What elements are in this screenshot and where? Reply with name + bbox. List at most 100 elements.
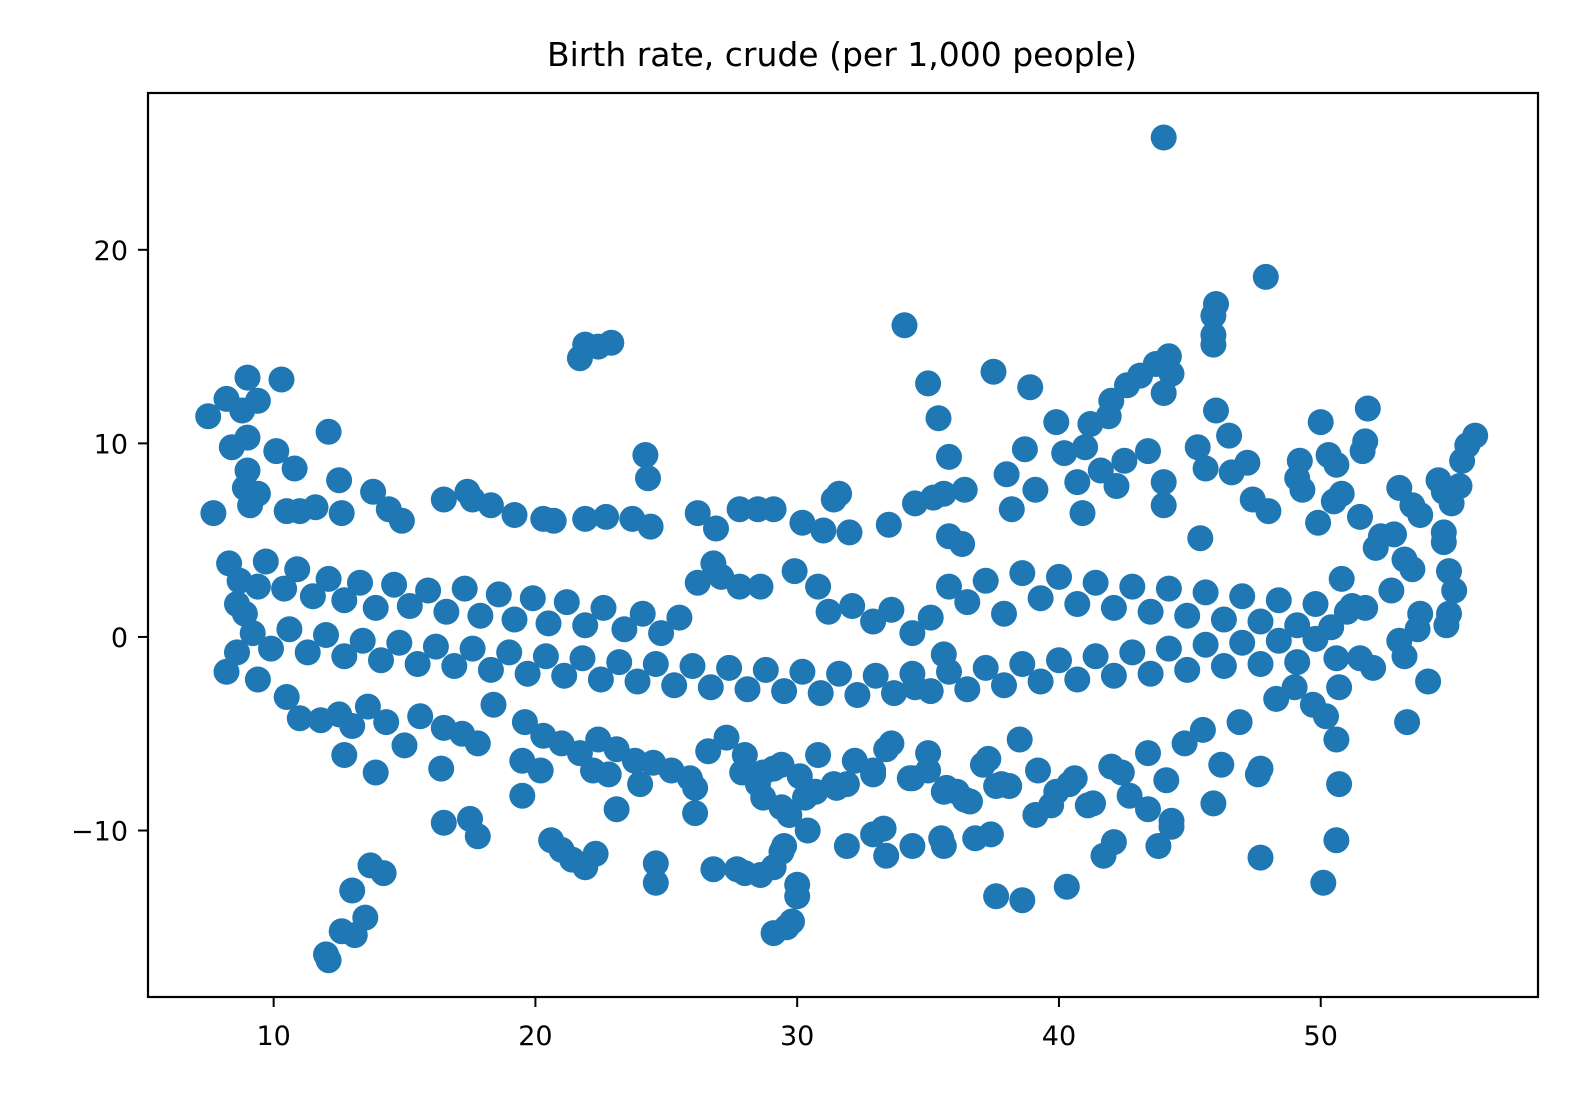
scatter-point — [899, 620, 926, 647]
scatter-point — [1399, 556, 1426, 583]
scatter-point — [603, 796, 630, 823]
scatter-point — [881, 680, 907, 707]
scatter-point — [451, 575, 478, 602]
scatter-point — [1111, 447, 1138, 474]
scatter-point — [700, 856, 727, 883]
scatter-point — [1210, 606, 1237, 633]
x-axis: 10 20 30 40 50 — [256, 997, 1338, 1052]
scatter-point — [1328, 480, 1355, 507]
scatter-point — [993, 461, 1020, 488]
scatter-point — [726, 496, 753, 523]
scatter-point — [540, 507, 567, 534]
scatter-point — [1265, 587, 1292, 614]
scatter-point — [862, 662, 889, 689]
scatter-point — [467, 602, 494, 629]
scatter-point — [1038, 792, 1065, 819]
scatter-point — [1247, 844, 1274, 871]
scatter-point — [1323, 827, 1350, 854]
scatter-point — [1349, 438, 1376, 465]
scatter-point — [532, 643, 559, 670]
scatter-point — [368, 647, 394, 674]
scatter-point — [642, 850, 669, 877]
scatter-point — [1226, 709, 1253, 736]
scatter-point — [237, 492, 264, 519]
scatter-point — [1200, 331, 1227, 358]
scatter-point — [891, 312, 918, 339]
scatter-point — [684, 500, 711, 527]
scatter-point — [1022, 476, 1049, 503]
scatter-point — [949, 531, 976, 557]
scatter-point — [572, 505, 599, 532]
scatter-point — [234, 424, 261, 451]
scatter-point — [1284, 612, 1311, 639]
scatter-point — [1009, 560, 1036, 587]
scatter-point — [370, 860, 397, 887]
scatter-point — [878, 596, 905, 623]
scatter-point — [1310, 869, 1337, 896]
scatter-point — [1289, 476, 1316, 503]
scatter-point — [569, 645, 596, 672]
scatter-point — [996, 773, 1023, 799]
scatter-point — [464, 823, 491, 850]
scatter-point — [1305, 509, 1332, 536]
scatter-point — [514, 660, 541, 687]
scatter-point — [936, 573, 962, 600]
scatter-point — [430, 486, 457, 513]
scatter-point — [1323, 451, 1350, 478]
scatter-point — [1150, 492, 1177, 519]
scatter-point — [930, 641, 957, 668]
scatter-point — [875, 511, 902, 538]
scatter-point — [776, 802, 803, 828]
scatter-point — [695, 738, 722, 765]
scatter-point — [1100, 594, 1127, 621]
scatter-point — [1119, 639, 1146, 666]
scatter-point — [347, 569, 373, 596]
scatter-point — [1017, 374, 1044, 401]
plot-frame — [146, 91, 1540, 999]
scatter-point — [200, 500, 227, 527]
scatter-point — [734, 676, 761, 703]
scatter-point — [1216, 422, 1243, 449]
scatter-point — [679, 653, 706, 679]
scatter-point — [627, 771, 654, 798]
scatter-point — [302, 494, 329, 521]
scatter-point — [1043, 409, 1070, 436]
scatter-point — [771, 678, 798, 705]
scatter-point — [1265, 627, 1292, 654]
scatter-point — [1323, 645, 1350, 672]
scatter-point — [682, 774, 709, 801]
scatter-point — [1446, 473, 1473, 499]
scatter-point — [1302, 625, 1329, 652]
scatter-point — [331, 587, 358, 614]
scatter-point — [595, 761, 622, 788]
scatter-point — [703, 515, 729, 542]
scatter-point — [972, 567, 999, 594]
scatter-point — [747, 573, 774, 600]
scatter-point — [585, 333, 612, 360]
scatter-point — [860, 757, 887, 784]
scatter-point — [284, 556, 311, 583]
scatter-point — [331, 643, 358, 670]
scatter-point — [1135, 438, 1161, 465]
scatter-point — [1192, 455, 1219, 482]
scatter-point — [833, 771, 860, 798]
scatter-point — [991, 600, 1017, 627]
scatter-point — [1009, 887, 1036, 914]
scatter-point — [980, 358, 1007, 385]
scatter-point — [972, 654, 999, 681]
scatter-point — [624, 668, 651, 695]
scatter-point — [339, 877, 366, 904]
scatter-point — [648, 620, 675, 647]
scatter-point — [464, 730, 491, 757]
scatter-point — [957, 788, 983, 815]
scatter-point — [1155, 635, 1182, 662]
scatter-point — [682, 800, 709, 827]
scatter-point — [459, 635, 486, 662]
scatter-point — [441, 653, 468, 679]
scatter-point — [1135, 796, 1161, 823]
scatter-point — [273, 684, 300, 710]
scatter-point — [362, 759, 389, 786]
x-tick-label: 20 — [518, 1021, 552, 1052]
scatter-point — [1116, 782, 1143, 809]
scatter-point — [1281, 674, 1308, 701]
